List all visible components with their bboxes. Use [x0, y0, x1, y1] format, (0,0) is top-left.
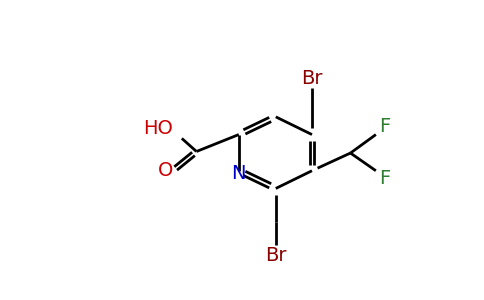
Text: Br: Br: [301, 69, 323, 88]
Text: HO: HO: [143, 119, 173, 138]
Text: F: F: [379, 169, 391, 188]
Text: N: N: [231, 164, 246, 183]
Text: Br: Br: [265, 246, 287, 265]
Text: F: F: [379, 117, 391, 136]
Text: O: O: [158, 161, 173, 180]
